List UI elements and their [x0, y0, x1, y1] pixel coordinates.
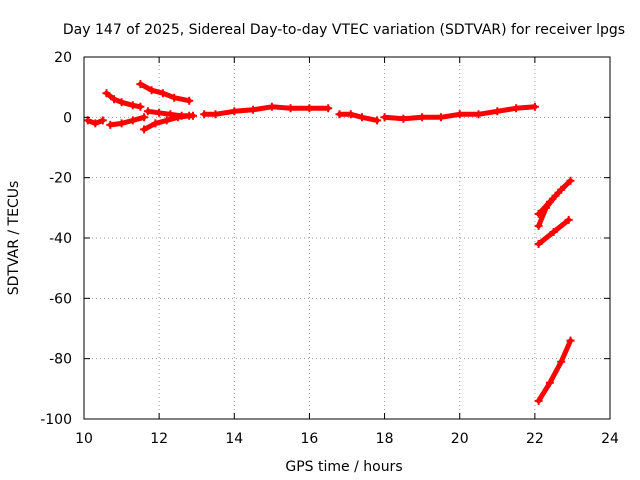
data-point: [110, 95, 119, 104]
data-point: [512, 104, 521, 113]
series-trace: [107, 114, 147, 128]
data-point: [346, 110, 355, 119]
data-point: [200, 110, 209, 119]
data-point: [98, 116, 107, 125]
data-point: [136, 80, 145, 89]
series-arc-9: [380, 102, 539, 123]
data-point: [249, 105, 258, 114]
series-arc-11: [534, 191, 560, 230]
data-point: [545, 378, 554, 387]
y-tick-label: 0: [63, 110, 72, 126]
data-point: [170, 93, 179, 102]
data-point: [551, 191, 560, 200]
data-point: [267, 102, 276, 111]
x-tick-label: 22: [526, 431, 544, 447]
data-point: [418, 113, 427, 122]
data-points: [83, 80, 575, 405]
data-point: [185, 96, 194, 105]
data-point: [140, 113, 149, 122]
y-tick-label: -80: [49, 352, 72, 368]
data-point: [534, 240, 543, 248]
chart-title: Day 147 of 2025, Sidereal Day-to-day VTE…: [63, 22, 625, 38]
series-arc-7: [200, 102, 333, 119]
x-tick-label: 16: [301, 431, 319, 447]
y-tick-label: -20: [49, 171, 72, 187]
data-point: [286, 104, 295, 113]
data-point: [102, 89, 111, 98]
data-point: [155, 108, 164, 117]
data-point: [162, 116, 171, 125]
x-tick-label: 14: [225, 431, 243, 447]
y-axis-label: SDTVAR / TECUs: [6, 181, 22, 296]
data-point: [91, 119, 100, 128]
x-axis-label: GPS time / hours: [285, 459, 402, 475]
data-point: [358, 113, 366, 122]
series-arc-8: [335, 110, 382, 125]
x-tick-label: 24: [601, 431, 619, 447]
series-trace: [536, 338, 573, 404]
data-point: [324, 104, 333, 113]
data-point: [189, 111, 197, 120]
data-point: [136, 102, 145, 111]
data-point: [117, 119, 126, 128]
y-tick-label: -100: [40, 412, 72, 428]
data-point: [147, 86, 156, 95]
x-tick-label: 20: [451, 431, 469, 447]
data-point: [380, 113, 389, 122]
data-point: [373, 116, 382, 125]
data-point: [564, 215, 573, 224]
data-point: [166, 110, 175, 119]
data-point: [399, 114, 408, 123]
data-point: [230, 107, 239, 116]
x-tick-label: 12: [150, 431, 168, 447]
data-point: [474, 110, 483, 119]
y-tick-label: -40: [49, 231, 72, 247]
data-point: [211, 110, 220, 119]
data-point: [128, 116, 137, 125]
series-arc-1: [83, 116, 107, 128]
data-point: [143, 107, 152, 116]
data-point: [530, 102, 539, 111]
data-point: [117, 98, 126, 107]
data-point: [534, 221, 543, 230]
data-point: [557, 357, 566, 366]
data-point: [140, 125, 149, 134]
data-point: [557, 185, 566, 194]
series-trace: [337, 111, 380, 123]
data-point: [158, 89, 167, 98]
series-arc-2: [102, 89, 145, 111]
x-tick-label: 10: [75, 431, 93, 447]
axis-ticks: 10 12 14 16 18 20 22 24 -100 -80 -60 -40 -20 0 20: [40, 50, 619, 447]
data-point: [549, 228, 558, 236]
data-point: [436, 113, 445, 122]
data-point: [566, 336, 575, 345]
data-point: [566, 176, 575, 185]
data-point: [335, 110, 344, 119]
x-tick-label: 18: [376, 431, 394, 447]
data-point: [128, 101, 137, 110]
series-arc-13: [534, 336, 575, 405]
series-arc-12: [534, 215, 573, 248]
data-point: [534, 396, 543, 405]
y-tick-label: -60: [49, 291, 72, 307]
data-point: [542, 203, 551, 212]
y-tick-label: 20: [54, 50, 72, 66]
data-point: [493, 107, 502, 116]
data-point: [106, 120, 115, 129]
data-point: [455, 110, 464, 119]
series-arc-6: [143, 107, 197, 120]
data-point: [151, 119, 160, 128]
series-arc-4: [136, 80, 194, 105]
data-point: [305, 104, 314, 113]
data-point: [177, 111, 186, 120]
series-arc-3: [106, 113, 149, 129]
